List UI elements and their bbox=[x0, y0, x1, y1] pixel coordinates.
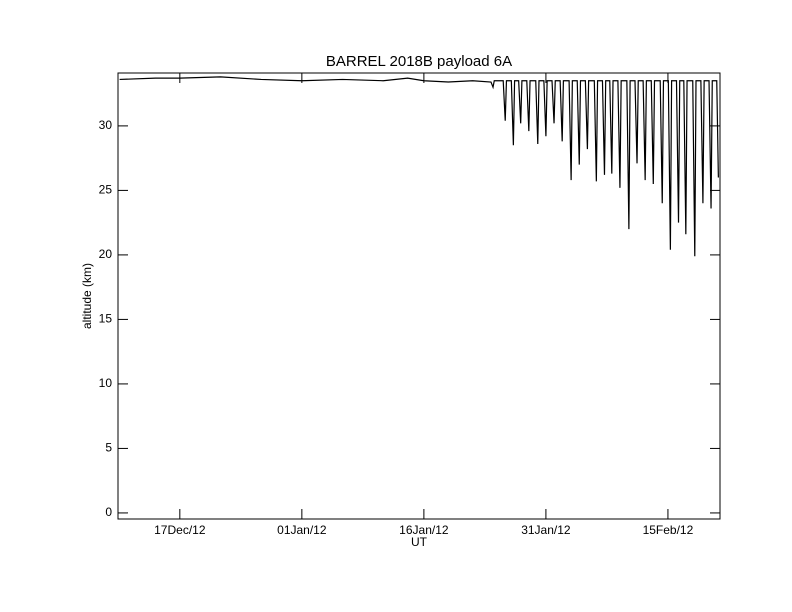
x-tick-label: 31Jan/12 bbox=[521, 523, 571, 537]
x-tick-label: 17Dec/12 bbox=[154, 523, 206, 537]
chart-title: BARREL 2018B payload 6A bbox=[326, 53, 512, 70]
y-axis-label: altitude (km) bbox=[80, 263, 94, 329]
y-tick-label: 10 bbox=[99, 376, 113, 390]
y-tick-label: 25 bbox=[99, 183, 113, 197]
x-tick-label: 01Jan/12 bbox=[277, 523, 327, 537]
y-tick-label: 20 bbox=[99, 247, 113, 261]
y-tick-label: 15 bbox=[99, 312, 113, 326]
y-tick-label: 5 bbox=[105, 441, 112, 455]
plot-frame bbox=[117, 72, 721, 520]
y-tick-label: 30 bbox=[99, 118, 113, 132]
x-tick-label: 16Jan/12 bbox=[399, 523, 449, 537]
x-axis-label: UT bbox=[411, 535, 428, 549]
data-line bbox=[119, 76, 719, 257]
y-tick-label: 0 bbox=[105, 505, 112, 519]
x-tick-label: 15Feb/12 bbox=[643, 523, 694, 537]
